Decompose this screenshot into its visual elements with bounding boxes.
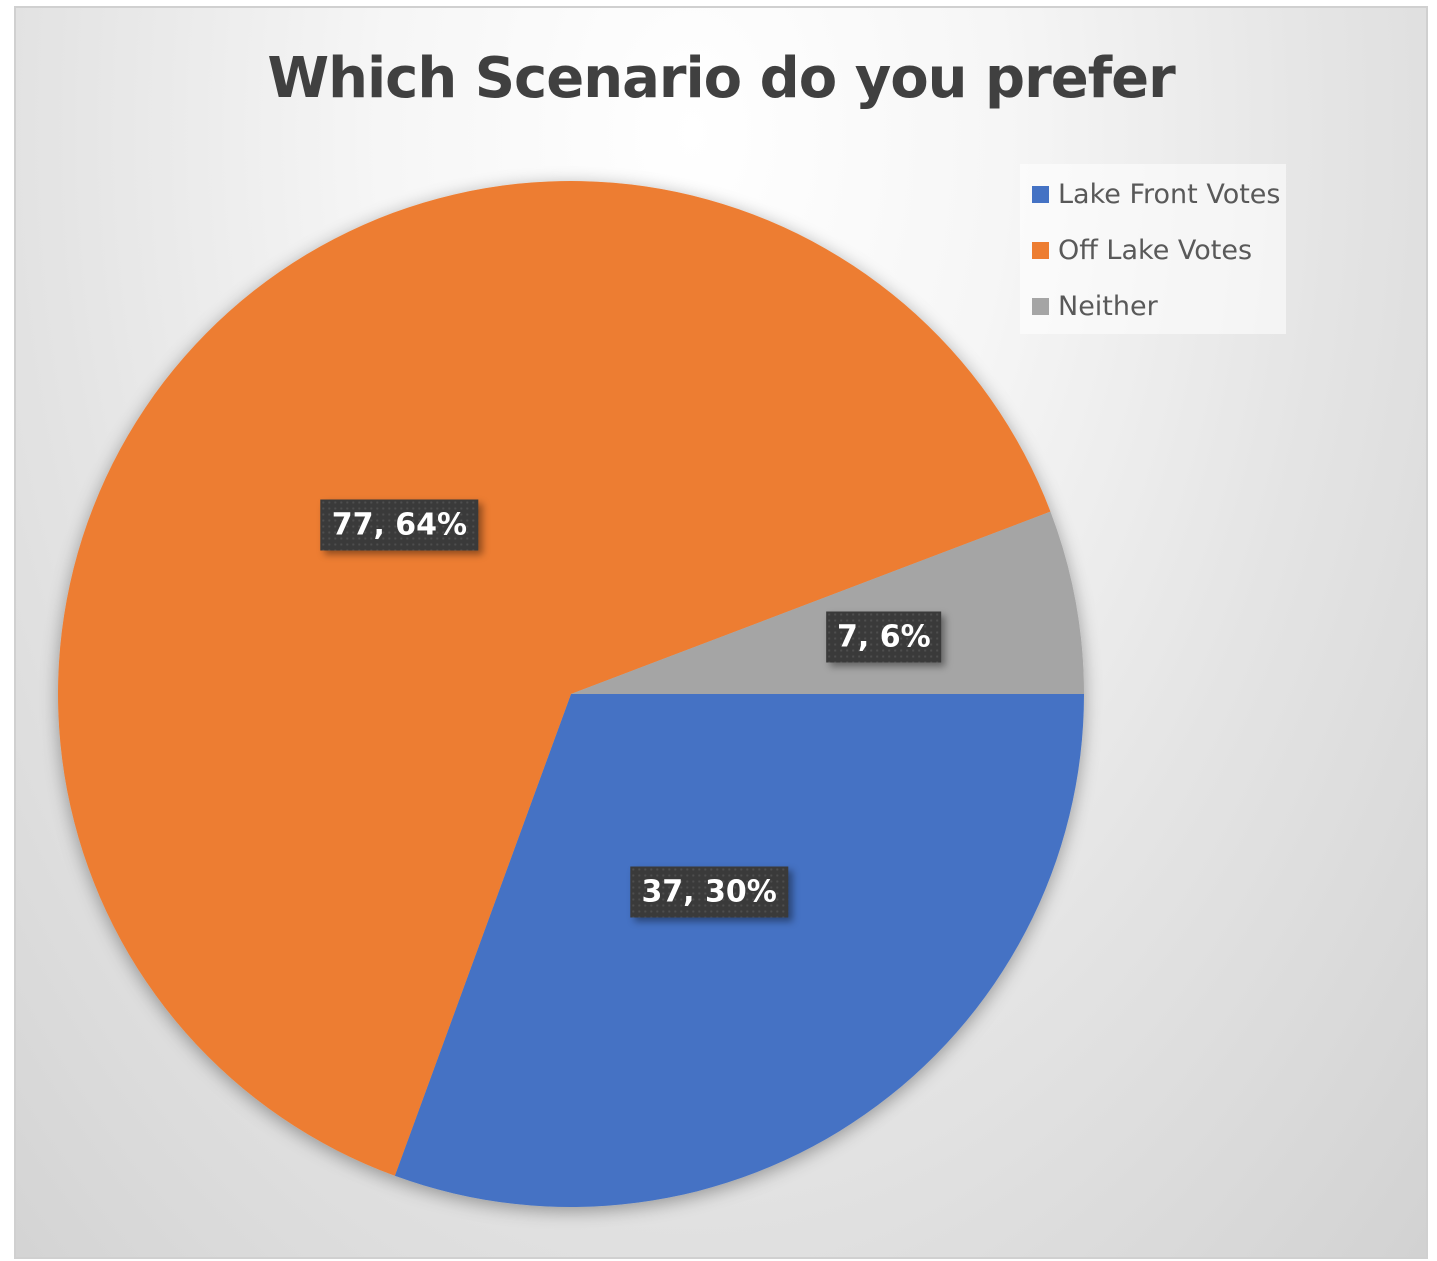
data-label: 77, 64% (320, 499, 479, 551)
legend-label: Off Lake Votes (1058, 234, 1253, 266)
legend-item-neither: Neither (1032, 286, 1158, 326)
legend-swatch (1032, 241, 1049, 259)
legend: Lake Front Votes Off Lake Votes Neither (1020, 164, 1286, 334)
data-label: 7, 6% (825, 611, 942, 662)
slice-neither (571, 511, 1084, 694)
legend-label: Neither (1058, 290, 1158, 322)
pie-chart (58, 181, 1084, 1207)
legend-swatch (1032, 297, 1049, 315)
legend-label: Lake Front Votes (1058, 178, 1281, 210)
slice-lake-front (394, 694, 1084, 1207)
slice-off-lake (58, 181, 1051, 1176)
chart-area: Which Scenario do you prefer 37, 30% 77, … (14, 6, 1428, 1259)
chart-title: Which Scenario do you prefer (267, 46, 1175, 111)
legend-item-lake-front: Lake Front Votes (1032, 174, 1281, 214)
legend-swatch (1032, 185, 1049, 203)
data-label: 37, 30% (630, 866, 788, 918)
legend-item-off-lake: Off Lake Votes (1032, 230, 1252, 270)
